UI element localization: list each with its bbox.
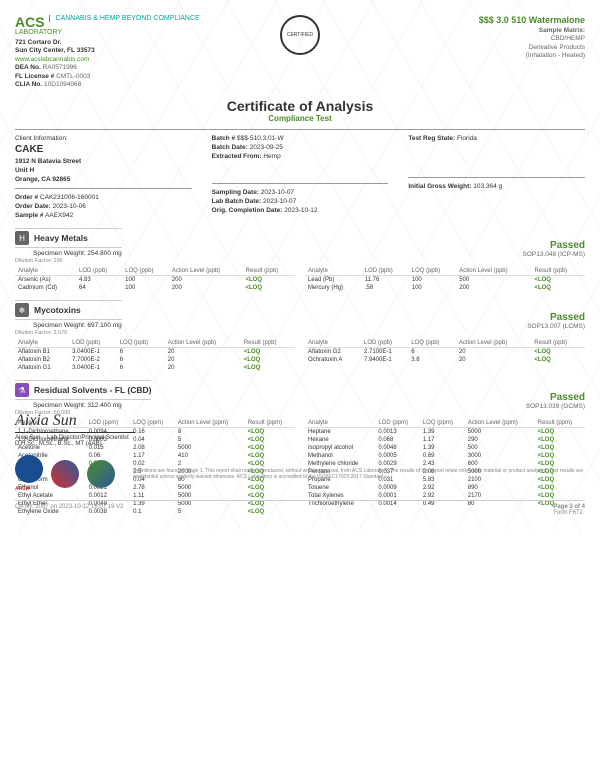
header-left: ACS CANNABIS & HEMP BEYOND COMPLIANCE LA… (15, 15, 270, 90)
lab-logo-sub: LABORATORY (15, 29, 270, 36)
metals-title: Heavy Metals (34, 233, 122, 243)
myco-table-right: AnalyteLOD (ppb)LOQ (ppb)Action Level (p… (305, 339, 585, 364)
footer: Aixia Sun Aixia Sun Lab Director/Princip… (15, 412, 585, 516)
header-right: $$$ 3.0 510 Watermalone Sample Matrix: C… (330, 15, 585, 90)
metals-status: Passed (523, 240, 586, 251)
metals-table-right: AnalyteLOD (ppb)LOQ (ppb)Action Level (p… (305, 267, 585, 292)
header-center: CERTIFIED (270, 15, 330, 90)
heavy-metals-section: H Heavy Metals Specimen Weight: 254.800 … (15, 228, 585, 292)
solv-status: Passed (526, 392, 585, 403)
qa-stamp: QA By: 1057 on 2023-10-12 16:07:19 V2 (15, 504, 123, 516)
badge-3 (87, 460, 115, 488)
solv-title: Residual Solvents - FL (CBD) (34, 385, 151, 395)
page-title: Certificate of Analysis (15, 98, 585, 114)
disclaimer: Definitions are found on page 1. This re… (133, 468, 585, 480)
product-name: $$$ 3.0 510 Watermalone (330, 15, 585, 25)
product-details: Sample Matrix: CBD/HEMP Derivative Produ… (330, 27, 585, 61)
myco-title: Mycotoxins (34, 305, 122, 315)
info-section: Client Information: CAKE 1912 N Batavia … (15, 134, 585, 221)
accreditation-badges: AHCA Definitions are found on page 1. Th… (15, 455, 585, 492)
metals-icon: H (15, 231, 29, 245)
solv-icon: ⚗ (15, 383, 29, 397)
lab-address: 721 Cortaro Dr. Sun City Center, FL 3357… (15, 39, 270, 90)
page-subtitle: Compliance Test (15, 114, 585, 123)
header: ACS CANNABIS & HEMP BEYOND COMPLIANCE LA… (15, 15, 585, 90)
lab-tagline: CANNABIS & HEMP BEYOND COMPLIANCE (49, 15, 200, 22)
badge-2 (51, 460, 79, 488)
myco-status: Passed (527, 312, 585, 323)
page-num: Page 3 of 4Form F672 (553, 504, 585, 516)
myco-icon: ❄ (15, 303, 29, 317)
signature: Aixia Sun (15, 412, 585, 430)
badge-accredited (15, 455, 43, 483)
lab-logo: ACS (15, 14, 45, 30)
cert-badge: CERTIFIED (280, 15, 320, 55)
mycotoxins-section: ❄ Mycotoxins Specimen Weight: 697.100 mg… (15, 300, 585, 372)
myco-table-left: AnalyteLOD (ppb)LOQ (ppb)Action Level (p… (15, 339, 295, 372)
client-name: CAKE (15, 143, 192, 157)
metals-table-left: AnalyteLOD (ppb)LOQ (ppb)Action Level (p… (15, 267, 295, 292)
